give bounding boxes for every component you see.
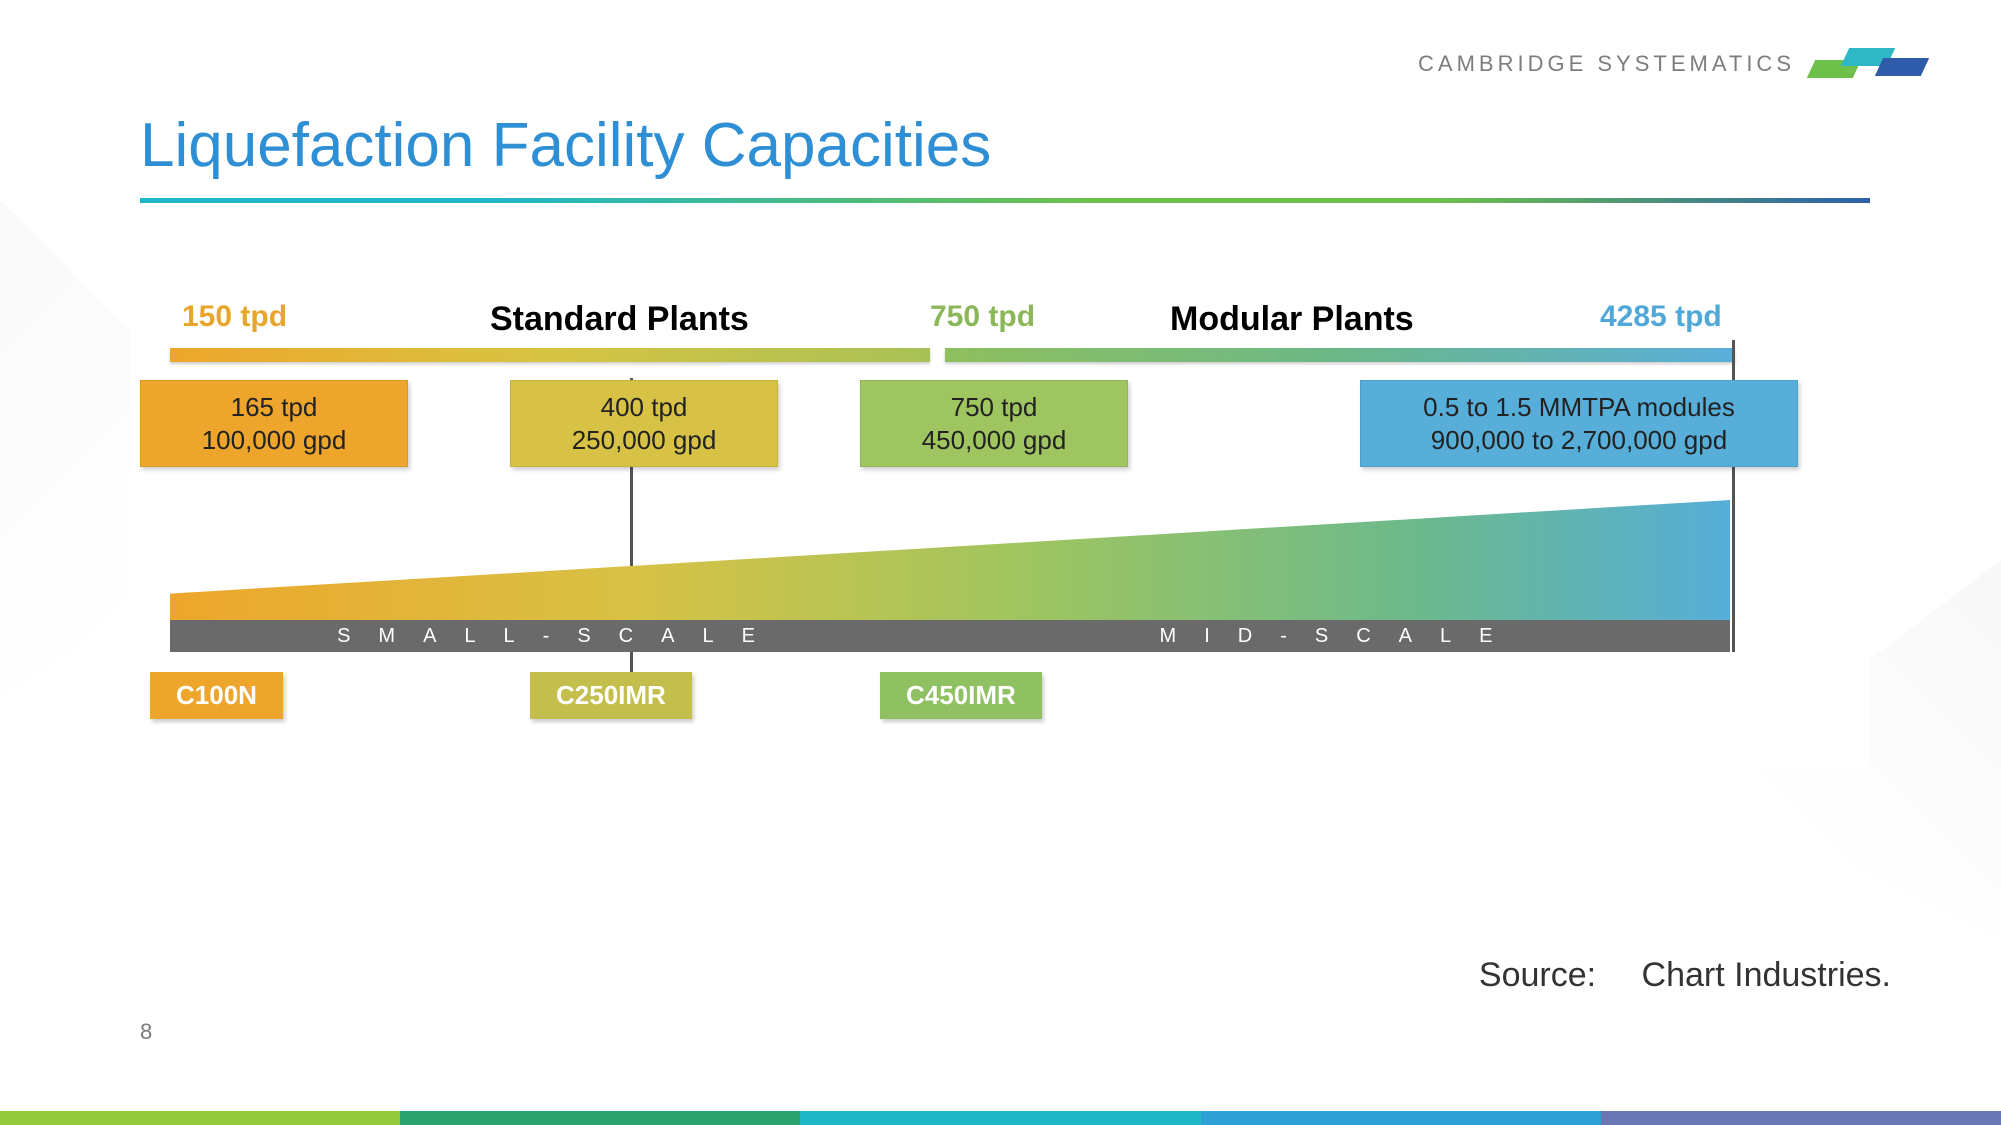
- source-citation: Source: Chart Industries.: [1479, 956, 1891, 995]
- title-underline: [140, 198, 1870, 203]
- source-value: Chart Industries.: [1642, 956, 1891, 994]
- brand-logo-text: CAMBRIDGE SYSTEMATICS: [1418, 51, 1795, 77]
- capacity-box: 400 tpd 250,000 gpd: [510, 380, 778, 467]
- range-end-label: 4285 tpd: [1600, 300, 1722, 334]
- brand-logo: CAMBRIDGE SYSTEMATICS: [1418, 40, 1931, 88]
- category-label: Modular Plants: [1170, 300, 1414, 339]
- brand-logo-mark: [1811, 40, 1931, 88]
- capacity-gpd: 100,000 gpd: [159, 424, 389, 457]
- scale-band: SMALL-SCALE MID-SCALE: [170, 620, 1730, 652]
- capacity-mmtpa: 0.5 to 1.5 MMTPA modules: [1379, 391, 1779, 424]
- slide: CAMBRIDGE SYSTEMATICS Liquefaction Facil…: [0, 0, 2001, 1125]
- capacity-wedge: [170, 500, 1730, 620]
- scale-mid: MID-SCALE: [950, 620, 1730, 652]
- product-tag: C100N: [150, 672, 283, 719]
- capacity-gpd: 900,000 to 2,700,000 gpd: [1379, 424, 1779, 457]
- range-start-label: 150 tpd: [182, 300, 287, 334]
- capacity-tpd: 750 tpd: [879, 391, 1109, 424]
- capacity-tpd: 400 tpd: [529, 391, 759, 424]
- product-tag: C250IMR: [530, 672, 692, 719]
- source-label: Source:: [1479, 956, 1596, 994]
- footer-stripe: [0, 1111, 2001, 1125]
- capacity-box: 750 tpd 450,000 gpd: [860, 380, 1128, 467]
- page-number: 8: [140, 1019, 152, 1045]
- capacity-diagram: 150 tpd Standard Plants 750 tpd Modular …: [130, 270, 1870, 770]
- capacity-gpd: 450,000 gpd: [879, 424, 1109, 457]
- scale-small: SMALL-SCALE: [170, 620, 950, 652]
- capacity-gpd: 250,000 gpd: [529, 424, 759, 457]
- header-bar-standard: [170, 348, 930, 362]
- header-bar-modular: [945, 348, 1735, 362]
- page-title: Liquefaction Facility Capacities: [140, 110, 991, 181]
- category-label: Standard Plants: [490, 300, 749, 339]
- range-mid-label: 750 tpd: [930, 300, 1035, 334]
- capacity-box: 0.5 to 1.5 MMTPA modules 900,000 to 2,70…: [1360, 380, 1798, 467]
- capacity-tpd: 165 tpd: [159, 391, 389, 424]
- product-tag: C450IMR: [880, 672, 1042, 719]
- capacity-box: 165 tpd 100,000 gpd: [140, 380, 408, 467]
